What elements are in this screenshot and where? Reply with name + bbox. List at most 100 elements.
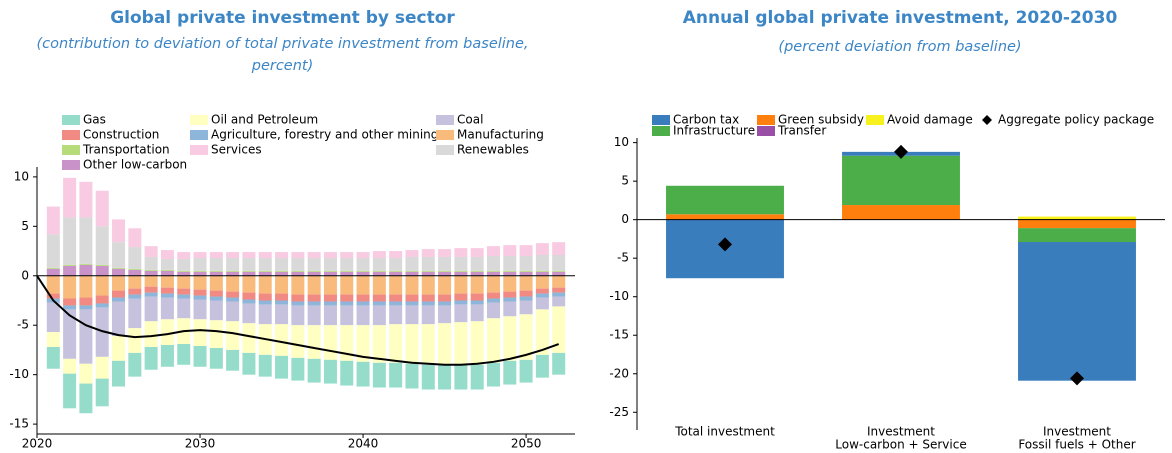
legend-swatch	[190, 130, 208, 140]
bar-segment	[226, 321, 240, 350]
bar-segment	[291, 301, 305, 306]
bar-segment	[470, 364, 484, 390]
bar-segment	[128, 298, 142, 329]
bar-segment	[79, 263, 93, 265]
y-tick-label: 5	[621, 174, 629, 188]
legend-label: Agriculture, forestry and other mining	[211, 128, 438, 142]
bar-segment	[340, 301, 354, 306]
bar-segment	[63, 217, 77, 265]
bar-segment	[389, 275, 403, 295]
bar-segment	[209, 320, 223, 348]
legend-label: Transfer	[777, 124, 826, 138]
bar-segment	[144, 256, 158, 270]
bar-segment	[552, 270, 566, 272]
bar-segment	[340, 294, 354, 302]
bar-segment	[177, 252, 191, 259]
bar-segment	[535, 297, 549, 310]
legend-swatch	[62, 160, 80, 170]
bar-segment	[438, 249, 452, 257]
bar-segment	[275, 304, 289, 325]
bar-segment	[372, 362, 386, 388]
bar-segment	[438, 294, 452, 302]
bar-segment	[519, 314, 533, 360]
bar-segment	[128, 288, 142, 295]
bar-segment	[193, 345, 207, 367]
bar-segment	[421, 271, 435, 276]
bar-segment	[63, 298, 77, 306]
bar-segment	[275, 324, 289, 356]
x-tick-label: Fossil fuels + Other	[1018, 438, 1135, 452]
bar-segment	[372, 271, 386, 276]
bar-segment	[389, 257, 403, 271]
bar-segment	[177, 298, 191, 319]
bar-segment	[275, 300, 289, 305]
bar-segment	[160, 270, 174, 276]
legend-label: Manufacturing	[457, 128, 544, 142]
bar-segment	[519, 290, 533, 297]
bar-segment	[438, 275, 452, 295]
bar-segment	[486, 292, 500, 299]
legend-swatch	[190, 145, 208, 155]
bar-segment	[340, 360, 354, 386]
bar-segment	[112, 267, 126, 269]
y-tick-label: 0	[21, 268, 29, 282]
legend-label: Green subsidy	[778, 113, 864, 127]
bar-segment	[209, 347, 223, 369]
legend-swatch	[652, 126, 670, 136]
bar-segment	[454, 293, 468, 301]
bar-segment	[226, 349, 240, 371]
bar-segment	[258, 354, 272, 377]
bar-segment	[177, 271, 191, 276]
y-tick-label: -20	[609, 366, 629, 380]
bar-segment	[519, 296, 533, 301]
bar-segment	[46, 302, 60, 333]
legend-label: Coal	[457, 113, 483, 127]
bar-segment	[535, 309, 549, 355]
bar-segment	[258, 304, 272, 325]
bar-segment	[160, 258, 174, 270]
bar-segment	[389, 294, 403, 302]
bar-segment	[486, 302, 500, 319]
bar-segment	[519, 275, 533, 291]
bar-segment	[95, 190, 109, 227]
legend-swatch	[436, 115, 454, 125]
bar-segment	[1018, 242, 1136, 381]
bar-segment	[307, 270, 321, 272]
bar-segment	[112, 360, 126, 387]
bar-segment	[666, 185, 784, 215]
bar-segment	[177, 294, 191, 299]
legend-label: Renewables	[457, 143, 529, 157]
bar-segment	[160, 287, 174, 294]
bar-segment	[405, 324, 419, 364]
bar-segment	[258, 275, 272, 294]
marker	[718, 237, 732, 252]
bar-segment	[226, 252, 240, 258]
bar-segment	[242, 271, 256, 276]
bar-segment	[307, 257, 321, 271]
bar-segment	[193, 271, 207, 276]
y-tick-label: -15	[9, 417, 29, 431]
bar-segment	[372, 275, 386, 295]
chart-title: Global private investment by sector	[110, 8, 455, 28]
bar-segment	[454, 322, 468, 365]
legend-swatch	[757, 126, 775, 136]
bar-segment	[405, 270, 419, 272]
bar-segment	[275, 275, 289, 294]
bar-segment	[356, 305, 370, 326]
bar-segment	[128, 228, 142, 248]
bar-segment	[128, 268, 142, 270]
bar-segment	[112, 297, 126, 302]
bar-segment	[193, 299, 207, 320]
bar-segment	[144, 286, 158, 293]
x-tick-label: Investment	[1043, 425, 1111, 439]
bar-segment	[421, 305, 435, 325]
bar-segment	[95, 295, 109, 304]
bar-segment	[552, 287, 566, 293]
bar-segment	[193, 257, 207, 271]
bar-segment	[79, 275, 93, 298]
bar-segment	[486, 271, 500, 276]
bar-segment	[323, 271, 337, 276]
bar-segment	[79, 264, 93, 276]
bar-segment	[503, 301, 517, 317]
bar-segment	[470, 248, 484, 257]
